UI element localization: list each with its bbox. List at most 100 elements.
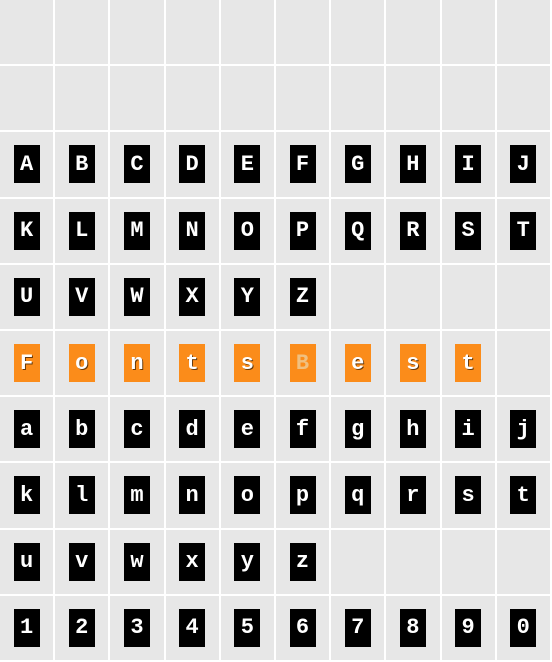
- grid-cell: n: [166, 463, 221, 529]
- glyph-tile: l: [69, 476, 95, 514]
- grid-cell: f: [276, 397, 331, 463]
- glyph-tile: m: [124, 476, 150, 514]
- grid-cell: [166, 0, 221, 66]
- glyph-tile: U: [14, 278, 40, 316]
- glyph-tile: a: [14, 410, 40, 448]
- glyph-tile: M: [124, 212, 150, 250]
- grid-cell: [331, 530, 386, 596]
- glyph-tile: o: [69, 344, 95, 382]
- grid-cell: F: [276, 132, 331, 198]
- grid-cell: s: [221, 331, 276, 397]
- grid-cell: t: [442, 331, 497, 397]
- grid-cell: H: [386, 132, 441, 198]
- glyph-tile: r: [400, 476, 426, 514]
- grid-cell: K: [0, 199, 55, 265]
- grid-cell: [497, 66, 552, 132]
- grid-cell: g: [331, 397, 386, 463]
- grid-cell: G: [331, 132, 386, 198]
- grid-cell: h: [386, 397, 441, 463]
- grid-cell: N: [166, 199, 221, 265]
- grid-cell: C: [110, 132, 165, 198]
- glyph-tile: J: [510, 145, 536, 183]
- grid-cell: [442, 530, 497, 596]
- grid-cell: s: [442, 463, 497, 529]
- grid-cell: z: [276, 530, 331, 596]
- grid-cell: 6: [276, 596, 331, 662]
- grid-cell: u: [0, 530, 55, 596]
- glyph-tile: u: [14, 543, 40, 581]
- glyph-tile: x: [179, 543, 205, 581]
- grid-cell: t: [497, 463, 552, 529]
- grid-cell: y: [221, 530, 276, 596]
- glyph-tile: V: [69, 278, 95, 316]
- glyph-tile: n: [179, 476, 205, 514]
- grid-cell: B: [276, 331, 331, 397]
- grid-cell: d: [166, 397, 221, 463]
- glyph-tile: Q: [345, 212, 371, 250]
- glyph-tile: 3: [124, 609, 150, 647]
- grid-cell: 9: [442, 596, 497, 662]
- grid-cell: T: [497, 199, 552, 265]
- grid-cell: J: [497, 132, 552, 198]
- glyph-tile: N: [179, 212, 205, 250]
- grid-cell: V: [55, 265, 110, 331]
- glyph-tile: 1: [14, 609, 40, 647]
- glyph-tile: t: [510, 476, 536, 514]
- grid-cell: 7: [331, 596, 386, 662]
- grid-cell: [276, 66, 331, 132]
- grid-cell: [221, 66, 276, 132]
- glyph-tile: Y: [234, 278, 260, 316]
- grid-cell: O: [221, 199, 276, 265]
- glyph-tile: i: [455, 410, 481, 448]
- grid-cell: [497, 265, 552, 331]
- grid-cell: Q: [331, 199, 386, 265]
- grid-cell: a: [0, 397, 55, 463]
- grid-cell: [55, 66, 110, 132]
- glyph-tile: 4: [179, 609, 205, 647]
- glyph-tile: e: [345, 344, 371, 382]
- grid-cell: [110, 66, 165, 132]
- glyph-tile: o: [234, 476, 260, 514]
- glyph-tile: K: [14, 212, 40, 250]
- grid-cell: i: [442, 397, 497, 463]
- glyph-tile: p: [290, 476, 316, 514]
- glyph-tile: 7: [345, 609, 371, 647]
- glyph-tile: s: [400, 344, 426, 382]
- grid-cell: [0, 66, 55, 132]
- grid-cell: W: [110, 265, 165, 331]
- grid-cell: n: [110, 331, 165, 397]
- grid-cell: [221, 0, 276, 66]
- glyph-tile: y: [234, 543, 260, 581]
- glyph-tile: d: [179, 410, 205, 448]
- grid-cell: t: [166, 331, 221, 397]
- grid-cell: S: [442, 199, 497, 265]
- grid-cell: Y: [221, 265, 276, 331]
- grid-cell: 2: [55, 596, 110, 662]
- grid-cell: e: [331, 331, 386, 397]
- glyph-tile: F: [14, 344, 40, 382]
- glyph-tile: 2: [69, 609, 95, 647]
- glyph-tile: f: [290, 410, 316, 448]
- character-specimen-grid: ABCDEFGHIJKLMNOPQRSTUVWXYZFontsBestabcde…: [0, 0, 552, 662]
- glyph-tile: R: [400, 212, 426, 250]
- glyph-tile: t: [179, 344, 205, 382]
- grid-cell: [110, 0, 165, 66]
- glyph-tile: P: [290, 212, 316, 250]
- glyph-tile: w: [124, 543, 150, 581]
- glyph-tile: v: [69, 543, 95, 581]
- glyph-tile: 5: [234, 609, 260, 647]
- grid-cell: [442, 265, 497, 331]
- grid-cell: [331, 265, 386, 331]
- grid-cell: [386, 530, 441, 596]
- grid-cell: E: [221, 132, 276, 198]
- grid-cell: 4: [166, 596, 221, 662]
- glyph-tile: S: [455, 212, 481, 250]
- glyph-tile: s: [234, 344, 260, 382]
- grid-cell: [55, 0, 110, 66]
- glyph-tile: X: [179, 278, 205, 316]
- glyph-tile: A: [14, 145, 40, 183]
- grid-cell: j: [497, 397, 552, 463]
- glyph-tile: g: [345, 410, 371, 448]
- grid-cell: [497, 331, 552, 397]
- grid-cell: e: [221, 397, 276, 463]
